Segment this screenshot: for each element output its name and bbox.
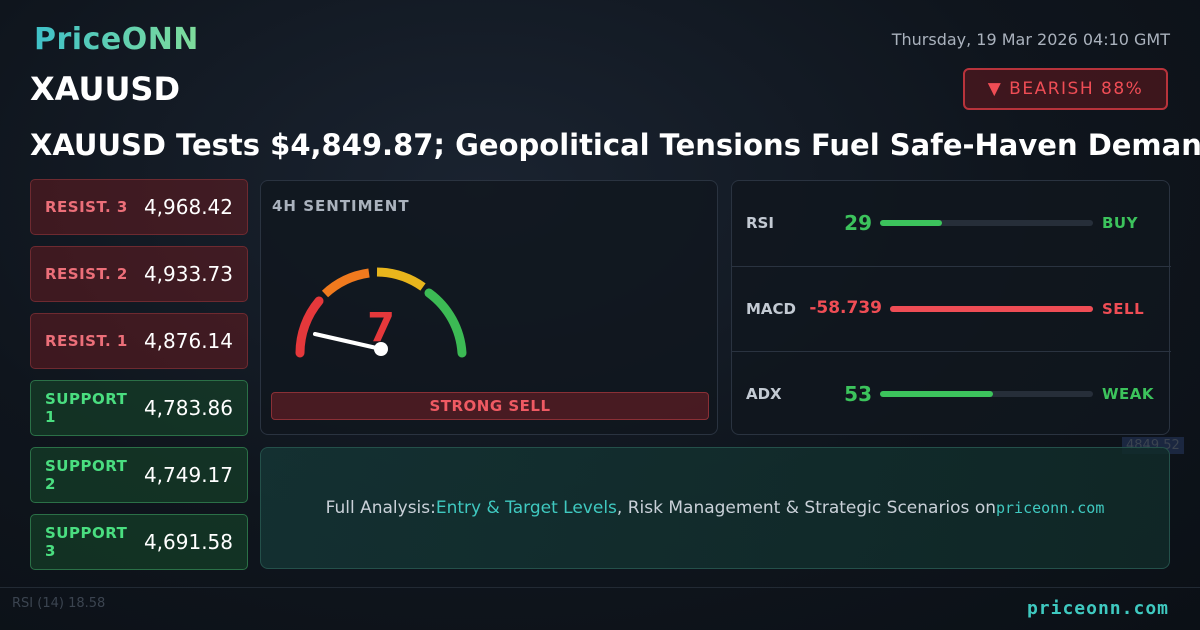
indicator-fill [880, 220, 942, 226]
bg-rsi-label: RSI [12, 596, 34, 611]
footer-site: priceonn.com [1026, 598, 1169, 619]
indicator-name: RSI [746, 214, 774, 232]
indicator-panel: RSI 29 BUY MACD -58.739 SELL ADX 53 WEAK [731, 180, 1171, 435]
cta-middle: , Risk Management & Strategic Scenarios … [616, 498, 996, 518]
indicator-signal: BUY [1102, 214, 1138, 232]
indicator-signal: WEAK [1102, 385, 1155, 403]
sentiment-score: 7 [367, 305, 395, 351]
indicator-name: MACD [746, 300, 796, 318]
level-value: 4,691.58 [143, 530, 233, 554]
gauge-hub [374, 342, 388, 356]
gauge-arc [376, 267, 426, 291]
cta-panel: Full Analysis: Entry & Target Levels, Ri… [260, 447, 1170, 569]
divider [732, 266, 1171, 267]
bearish-badge: ▼ BEARISH 88% [963, 68, 1168, 110]
gauge-arc [424, 288, 467, 358]
indicator-track [880, 391, 1093, 397]
cta-site: priceonn.com [996, 499, 1105, 517]
level-label: SUPPORT 3 [45, 524, 128, 560]
bg-rsi: RSI (14) 18.58 [12, 596, 105, 611]
indicator-track [890, 306, 1093, 312]
level-value: 4,968.42 [143, 195, 233, 219]
level-value: 4,783.86 [143, 396, 233, 420]
indicator-fill [880, 391, 993, 397]
indicator-name: ADX [746, 385, 782, 403]
gauge-arc [295, 296, 324, 358]
indicator-track [880, 220, 1093, 226]
gauge-arc [321, 268, 370, 298]
level-box: SUPPORT 1 4,783.86 [30, 380, 248, 436]
bg-rsi-period: (14) [37, 596, 64, 611]
level-label: RESIST. 3 [45, 198, 128, 216]
level-label: SUPPORT 2 [45, 457, 128, 493]
level-value: 4,749.17 [143, 463, 233, 487]
gauge-needle [313, 332, 383, 351]
level-box: RESIST. 1 4,876.14 [30, 313, 248, 369]
level-label: RESIST. 2 [45, 265, 128, 283]
indicator-signal: SELL [1102, 300, 1145, 318]
level-box: RESIST. 2 4,933.73 [30, 246, 248, 302]
level-box: RESIST. 3 4,968.42 [30, 179, 248, 235]
cta-highlight: Entry & Target Levels [435, 498, 617, 518]
level-label: RESIST. 1 [45, 332, 128, 350]
footer-rule [0, 587, 1200, 588]
date: Thursday, 19 Mar 2026 04:10 GMT [891, 30, 1170, 49]
sentiment-title: 4H SENTIMENT [272, 197, 410, 215]
indicator-value: -58.739 [809, 298, 882, 318]
logo: PriceONN [34, 22, 199, 57]
indicator-value: 29 [844, 211, 872, 235]
level-box: SUPPORT 3 4,691.58 [30, 514, 248, 570]
level-box: SUPPORT 2 4,749.17 [30, 447, 248, 503]
gauge [295, 267, 467, 358]
level-label: SUPPORT 1 [45, 390, 128, 426]
sentiment-panel: 4H SENTIMENT 7 STRONG SELL [260, 180, 718, 435]
cta-prefix: Full Analysis: [325, 498, 436, 518]
level-value: 4,876.14 [143, 329, 233, 353]
divider [732, 351, 1171, 352]
level-value: 4,933.73 [143, 262, 233, 286]
symbol: XAUUSD [30, 70, 181, 108]
indicator-value: 53 [844, 382, 872, 406]
sentiment-verdict: STRONG SELL [271, 392, 709, 420]
headline: XAUUSD Tests $4,849.87; Geopolitical Ten… [30, 128, 1200, 162]
indicator-fill [890, 306, 1093, 312]
bg-rsi-value: 18.58 [68, 596, 106, 611]
